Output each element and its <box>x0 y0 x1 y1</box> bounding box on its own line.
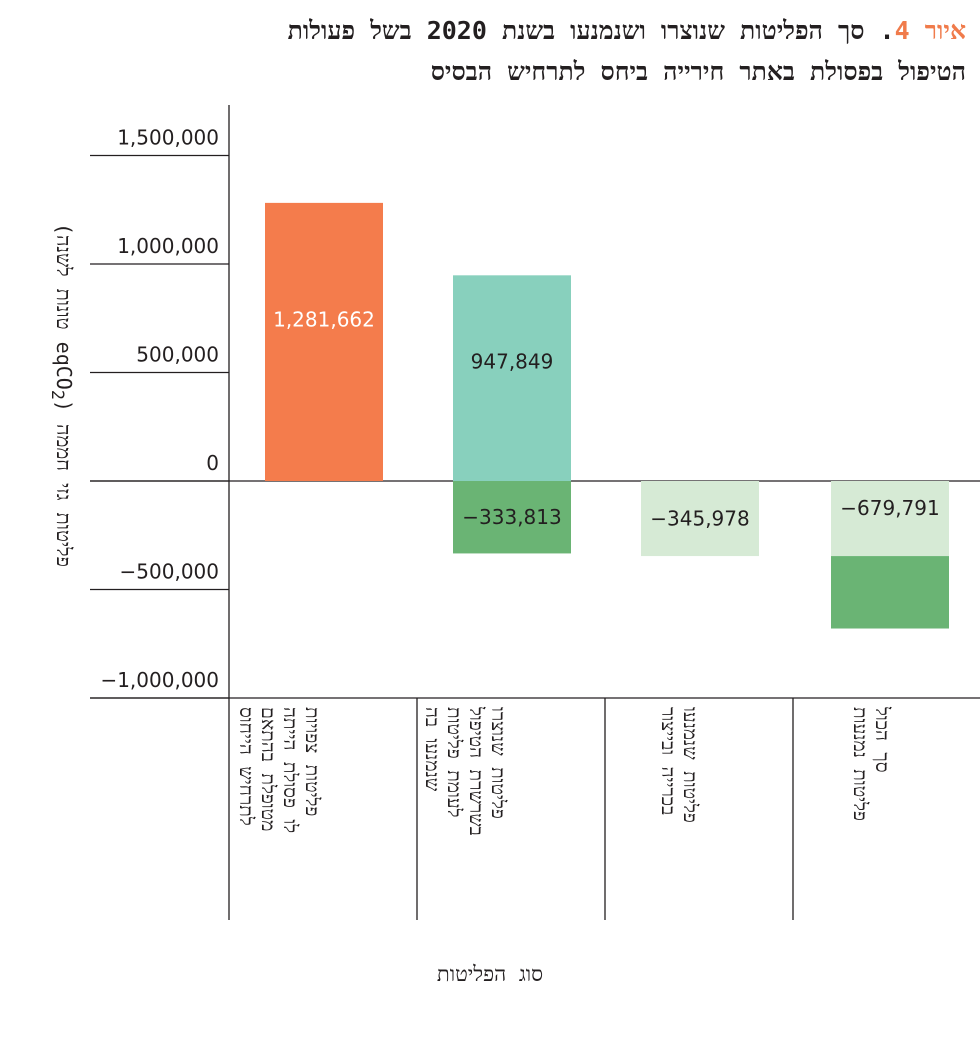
bar-value-label: 1,281,662 <box>273 308 375 332</box>
y-tick-label: −500,000 <box>120 560 219 584</box>
bar <box>453 481 571 554</box>
bar <box>831 481 949 557</box>
y-tick-label: 1,500,000 <box>117 126 219 150</box>
figure-label: איור 4 <box>894 16 966 45</box>
bar <box>453 275 571 481</box>
bar-value-label: −345,978 <box>650 507 749 531</box>
category-label: פליטות שנמנעו בכרייה ובייצור <box>657 707 701 823</box>
category-label: פליטות צפויות לו פסולת הייתה מטופלת בהתא… <box>235 707 323 834</box>
y-tick-label: 500,000 <box>136 343 219 367</box>
bar-value-label: −679,791 <box>840 496 939 520</box>
bar <box>831 556 949 629</box>
y-tick-label: 0 <box>206 451 219 475</box>
chart-title: איור 4. סך הפליטות שנוצרו ושנמנעו בשנת 2… <box>6 10 966 92</box>
y-tick-label: −1,000,000 <box>100 668 219 692</box>
title-text-1: . סך הפליטות שנוצרו ושנמנעו בשנת 2020 בש… <box>287 16 895 45</box>
x-axis-label: סוג הפליטות <box>436 962 544 986</box>
category-label: סך הכול פליטות נמנעות <box>849 707 893 822</box>
bar-value-label: −333,813 <box>462 505 561 529</box>
bar <box>641 481 759 557</box>
bar <box>265 202 383 482</box>
category-label: פליטות שנוצרו בשרשרת הטיפול לעומת פליטות… <box>421 707 509 836</box>
y-tick-label: 1,000,000 <box>117 234 219 258</box>
title-line-2: הטיפול בפסולת באתר חירייה ביחס לתרחיש הב… <box>430 57 966 86</box>
bar-value-label: 947,849 <box>471 350 554 374</box>
title-line-1: איור 4. סך הפליטות שנוצרו ושנמנעו בשנת 2… <box>6 10 966 51</box>
